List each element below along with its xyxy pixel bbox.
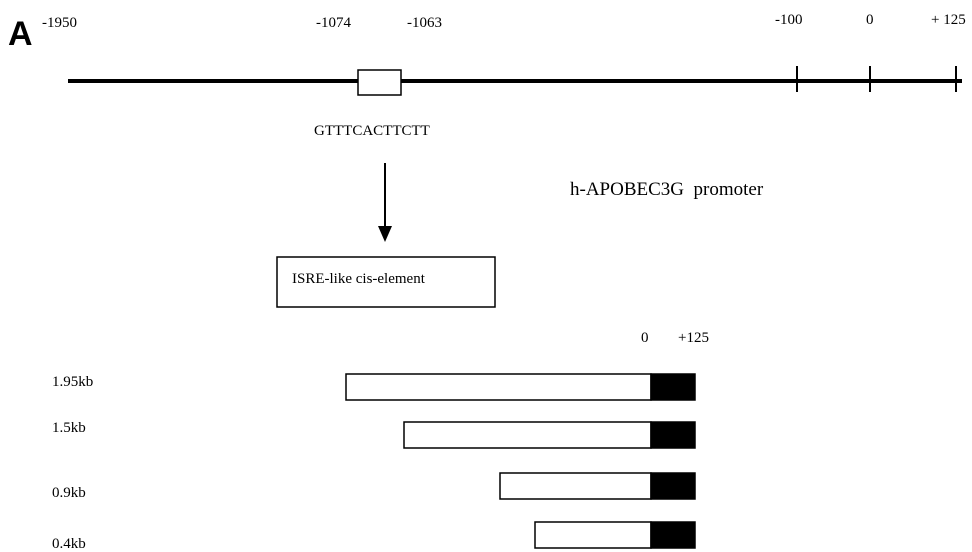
- constructs-header-zero: 0: [641, 330, 649, 346]
- promoter-name: h-APOBEC3G promoter: [570, 179, 764, 200]
- position-label-start: -1950: [42, 15, 77, 31]
- construct-label: 1.5kb: [52, 420, 86, 436]
- construct-label: 0.9kb: [52, 485, 86, 501]
- construct-label: 1.95kb: [52, 374, 93, 390]
- construct-transcribed-bar: [650, 421, 696, 449]
- element-name: ISRE-like cis-element: [292, 271, 426, 287]
- isre-element-box: [357, 69, 402, 96]
- construct-promoter-bar: [345, 373, 652, 401]
- construct-label: 0.4kb: [52, 536, 86, 552]
- construct-transcribed-bar: [650, 373, 696, 401]
- element-name-box: [276, 256, 496, 308]
- position-label-element-end: -1063: [407, 15, 442, 31]
- position-label-element-start: -1074: [316, 15, 351, 31]
- arrow-down-icon: [378, 226, 392, 242]
- position-label-plus125: + 125: [931, 12, 966, 28]
- panel-label: A: [8, 15, 33, 53]
- construct-promoter-bar: [534, 521, 652, 549]
- position-label-minus100: -100: [775, 12, 803, 28]
- element-sequence: GTTTCACTTCTT: [314, 123, 430, 139]
- construct-transcribed-bar: [650, 472, 696, 500]
- position-label-zero: 0: [866, 12, 874, 28]
- construct-promoter-bar: [403, 421, 652, 449]
- constructs-header-end: +125: [678, 330, 709, 346]
- construct-promoter-bar: [499, 472, 652, 500]
- construct-transcribed-bar: [650, 521, 696, 549]
